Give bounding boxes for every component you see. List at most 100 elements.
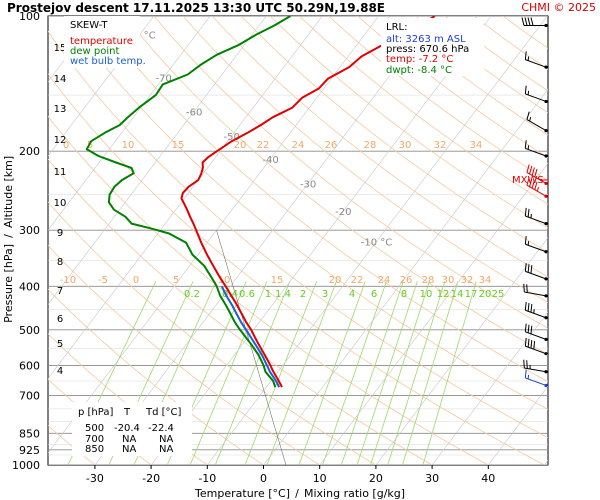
isotherm-lines: [48, 16, 548, 465]
adiabat-label: 0: [133, 275, 139, 286]
isotherm-line: [263, 88, 548, 465]
adiabat-label: 20: [234, 140, 247, 151]
dry-adiabat: [299, 16, 548, 205]
altitude-tick-label: 9: [57, 228, 63, 239]
grid-labels: -80 °C-70-60-50-40-30-20-10 °C0.20.40.61…: [60, 31, 505, 300]
reference-diagonal: [216, 230, 287, 465]
mixing-ratio-line: [189, 281, 268, 465]
isotherm-label: -20: [335, 207, 351, 218]
wind-barb-flag: [530, 304, 533, 313]
wind-barb-dot: [544, 370, 548, 374]
pressure-tick-label: 600: [19, 359, 40, 372]
table-row-1-td: -22.4: [148, 423, 174, 434]
wind-barb-flag: [524, 207, 527, 217]
dry-adiabat: [211, 16, 548, 278]
adiabat-label: 34: [479, 275, 492, 286]
wind-barb-flag: [526, 284, 528, 293]
isotherm-line: [48, 16, 323, 379]
series-line-dew-point: [85, 16, 292, 388]
legend-item-wet-bulb: wet bulb temp.: [70, 56, 146, 67]
wind-barb-dot: [544, 194, 548, 198]
wind-barb: [524, 337, 548, 356]
adiabat-label: 0: [63, 140, 69, 151]
lrl-background: [381, 18, 484, 76]
mixing-ratio-label: 3: [322, 289, 328, 300]
wind-barb: [521, 17, 548, 28]
wind-barb-staff: [525, 147, 547, 157]
wind-barb-flag: [524, 85, 527, 94]
wind-barb-flag: [526, 111, 530, 120]
wind-barb: [526, 164, 548, 186]
mxws-label: MXWS: [512, 175, 544, 186]
legend-item-temperature: temperature: [70, 36, 133, 47]
isotherm-label: -40: [262, 155, 278, 166]
dry-adiabat: [48, 425, 96, 465]
adiabat-label: 10: [122, 140, 135, 151]
table-background: [72, 402, 192, 456]
wind-barb-flag: [527, 324, 530, 333]
wind-barb-flag: [524, 51, 527, 60]
table-row-1-t: -20.4: [114, 423, 140, 434]
wind-barb-flag: [524, 235, 527, 245]
altitude-tick-label: 12: [54, 135, 67, 146]
wind-barb-staff: [525, 270, 547, 280]
pressure-tick-label: 400: [19, 280, 40, 293]
wind-barb-flag: [521, 17, 525, 26]
adiabat-label: 32: [434, 140, 447, 151]
wind-barb: [526, 111, 548, 133]
pressure-tick-label: 700: [19, 389, 40, 402]
wind-barb-flag: [524, 140, 527, 149]
x-tick-label: -20: [142, 472, 160, 485]
pressure-tick-label: 500: [19, 324, 40, 337]
mixing-ratio-label: 20: [479, 289, 492, 300]
isotherm-line: [94, 16, 436, 465]
isotherm-label: -50: [223, 132, 239, 143]
wind-barb-flag: [524, 17, 528, 26]
wind-barb-flag: [527, 338, 530, 348]
mixing-ratio-label: 25: [492, 289, 505, 300]
wind-barb-dot: [544, 99, 548, 104]
table-row-1-p: 500: [85, 423, 104, 434]
mixing-ratio-label: 0.6: [239, 289, 255, 300]
adiabat-label: 24: [292, 140, 305, 151]
wind-barb-flag: [524, 323, 527, 332]
wind-barb-dot: [544, 337, 548, 341]
adiabat-label: 34: [470, 140, 483, 151]
pressure-tick-label: 200: [19, 145, 40, 158]
wind-barb-staff: [525, 345, 547, 355]
wind-barb-flag: [526, 177, 530, 186]
altitude-tick-label: 5: [57, 339, 63, 350]
wind-barb: [523, 359, 548, 374]
y-axis-title-pressure: Pressure [hPa]: [2, 244, 15, 323]
adiabat-label: 15: [172, 140, 185, 151]
wind-barb-staff: [525, 215, 547, 225]
table-row-2-t: NA: [122, 434, 136, 445]
mixing-ratio-label: 17: [465, 289, 478, 300]
wind-barb-flag: [530, 265, 533, 274]
x-tick-label: 0: [260, 472, 267, 485]
wind-barb-staff: [525, 59, 547, 68]
mixing-ratio-line: [322, 281, 387, 465]
wind-barb: [524, 323, 548, 341]
x-tick-label: 40: [481, 472, 495, 485]
wind-barb: [524, 301, 548, 320]
dry-adiabat: [66, 16, 548, 410]
wind-barb: [524, 140, 548, 158]
lrl-temperature: temp: -7.2 °C: [386, 54, 453, 65]
wind-barb-dot: [544, 129, 548, 133]
wind-barb-half: [536, 187, 539, 192]
altitude-tick-label: 10: [54, 198, 67, 209]
wind-barb-staff: [524, 291, 547, 297]
isotherm-line: [48, 16, 379, 454]
dry-adiabat: [48, 158, 433, 465]
mixing-ratio-line: [214, 281, 291, 465]
mixing-ratio-line: [370, 281, 430, 465]
y-axis-title: Pressure [hPa] / Altitude [km]: [2, 156, 15, 323]
lrl-altitude: alt: 3263 m ASL: [386, 34, 466, 45]
wind-barb-flag: [530, 339, 533, 349]
adiabat-label: 30: [399, 140, 412, 151]
plot-area: -80 °C-70-60-50-40-30-20-10 °C0.20.40.61…: [47, 15, 549, 466]
adiabat-label: 22: [257, 140, 270, 151]
adiabat-label: 10: [218, 275, 231, 286]
